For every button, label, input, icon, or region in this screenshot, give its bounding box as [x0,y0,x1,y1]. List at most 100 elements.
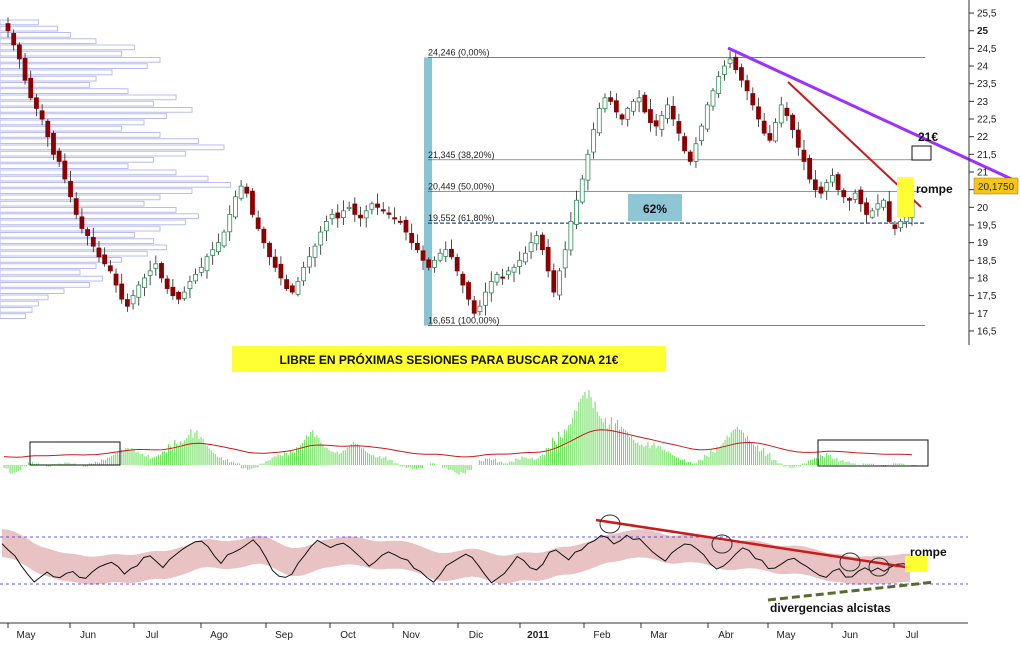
candle-body [153,263,159,269]
target-box [911,145,932,161]
candle-body [676,121,682,134]
peak-circle [599,514,621,534]
candle-body [136,284,142,298]
candle-body [432,259,437,268]
candle-body [511,266,517,273]
volume-profile-bar [0,182,231,188]
volume-profile-bar [0,219,187,226]
candle-body [596,108,602,134]
volume-profile-bar [0,75,97,82]
y-tick-label: 25 [977,26,989,37]
candle-body [164,278,170,289]
y-tick-label: 21 [977,168,989,179]
candle-body [16,44,22,60]
histogram-signal-line [3,429,913,458]
candle-body [358,214,363,219]
candle-body [505,270,511,276]
volume-profile-bar [0,94,177,101]
candle-body [403,219,409,233]
volume-profile-bar [0,144,225,151]
hist-right-box [817,439,929,467]
candle-body [790,114,796,131]
candle-body [750,93,756,106]
x-tick-label: Sep [275,630,293,641]
volume-profile-bar [0,157,155,163]
volume-profile-bar [0,150,187,157]
candle-body [824,182,830,192]
candle-body [312,245,318,258]
candle-body [858,189,864,205]
candle-body [34,97,39,109]
candle-body [625,108,631,120]
candle-body [835,174,841,191]
candle-body [45,120,51,138]
candle-body [670,105,676,120]
candle-body [847,198,852,201]
volume-profile-bar [0,213,199,219]
volume-profile-bar [0,25,59,32]
candle-body [130,295,136,305]
candle-body [659,115,665,130]
divergence-line [767,580,936,602]
candle-body [198,266,204,273]
candle-body [289,285,295,293]
candle-body [278,263,284,279]
volume-profile-bar [0,138,199,144]
candle-body [56,150,62,162]
candle-body [557,270,562,296]
candle-body [727,58,733,64]
volume-profile-bar [0,313,27,319]
candle-body [710,90,716,107]
candle-body [608,97,614,102]
candle-body [522,252,528,263]
peak-circle [868,557,890,577]
candle-body [460,273,466,286]
x-tick-label: Oct [340,630,356,641]
candle-body [295,281,301,295]
candle-body [443,249,449,257]
candle-body [613,100,619,113]
candle-body [488,281,494,294]
candle-body [636,97,642,103]
candle-body [778,104,784,124]
candle-body [699,125,705,142]
volume-profile-bar [0,57,161,63]
candle-body [517,259,523,267]
divergence-label: divergencias alcistas [770,601,891,615]
histogram-panel [3,390,917,475]
volume-profile-bar [0,300,39,307]
y-tick-label: 18 [977,273,989,284]
candle-body [227,213,233,233]
volume-profile-bar [0,175,209,182]
y-tick-label: 19 [977,238,989,249]
candle-body [306,256,312,268]
x-tick-label: Mar [650,630,668,641]
y-tick-label: 17,5 [977,291,997,302]
candle-body [574,199,579,225]
y-tick-label: 23 [977,97,989,108]
volume-profile-bar [0,238,155,244]
volume-profile-bar [0,50,123,57]
candle-body [284,279,289,289]
candle-body [159,263,164,279]
osc-breakout-label: rompe [910,545,947,559]
candle-body [107,265,113,272]
purple-trendline [727,46,1019,184]
y-tick-label: 21,5 [977,150,997,161]
candle-body [471,300,477,314]
candle-body [85,229,90,236]
volume-profile-bar [0,263,97,269]
peak-circle [839,552,861,572]
y-tick-label: 19,5 [977,220,997,231]
candle-body [528,242,534,253]
candle-body [102,254,108,265]
candle-body [716,76,722,94]
candle-body [62,160,68,180]
y-tick-label: 25,5 [977,9,997,20]
y-tick-label: 22,5 [977,115,997,126]
candle-body [568,221,574,251]
oscillator-line [1,534,911,584]
y-tick-label: 16,5 [977,326,997,337]
